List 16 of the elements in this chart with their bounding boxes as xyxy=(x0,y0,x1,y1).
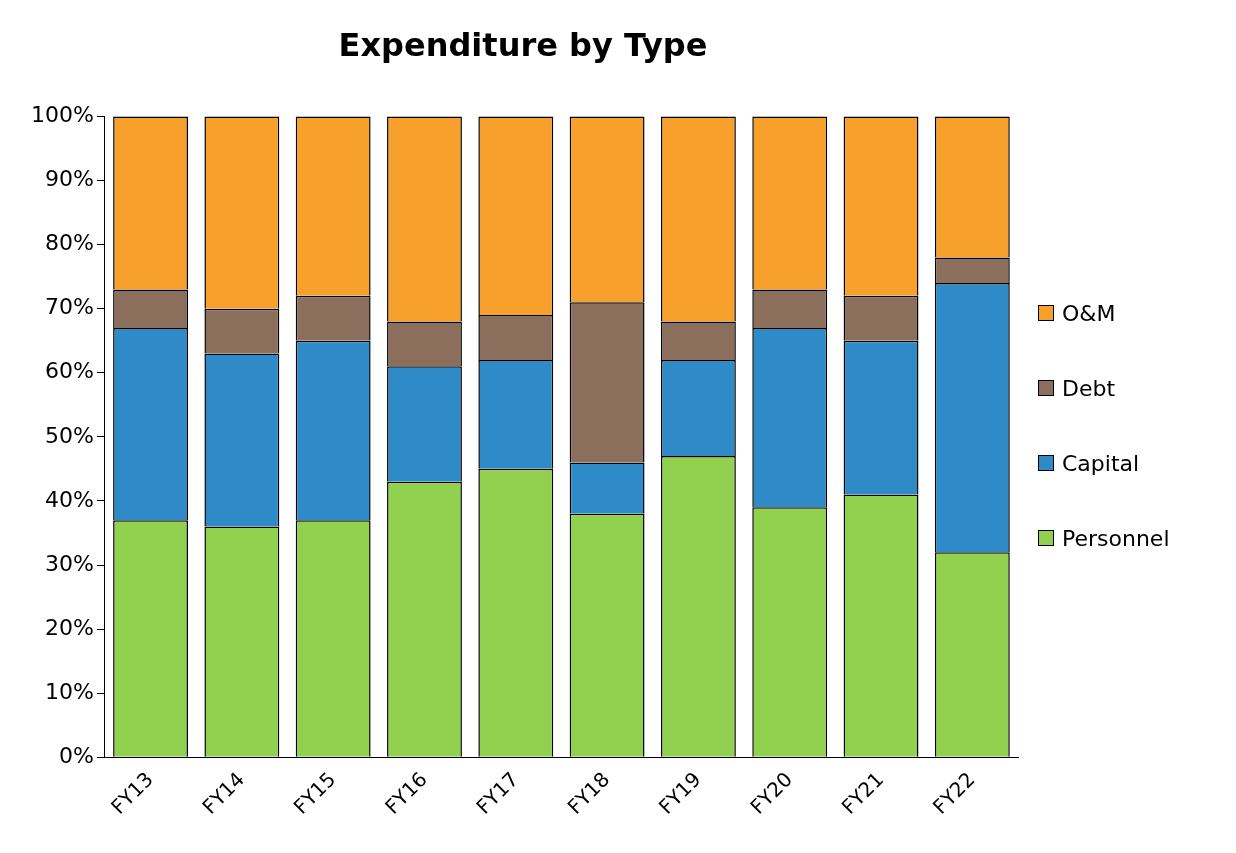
y-tick-label: 100% xyxy=(30,102,94,128)
chart-title: Expenditure by Type xyxy=(338,25,708,64)
y-tick-label: 30% xyxy=(44,550,94,576)
y-tick-label: 90% xyxy=(44,166,94,192)
y-tick-label: 20% xyxy=(44,614,94,640)
y-tick-label: 70% xyxy=(44,294,94,320)
legend-label: O&M xyxy=(1062,300,1116,326)
y-tick-label: 40% xyxy=(44,486,94,512)
legend-label: Capital xyxy=(1062,450,1140,476)
y-tick-label: 60% xyxy=(44,358,94,384)
y-tick-label: 10% xyxy=(44,678,94,704)
y-tick-label: 0% xyxy=(58,742,94,768)
legend-label: Debt xyxy=(1062,375,1116,401)
text: Personnel xyxy=(1062,525,1170,551)
y-tick-label: 80% xyxy=(44,230,94,256)
y-tick-label: 50% xyxy=(44,422,94,448)
